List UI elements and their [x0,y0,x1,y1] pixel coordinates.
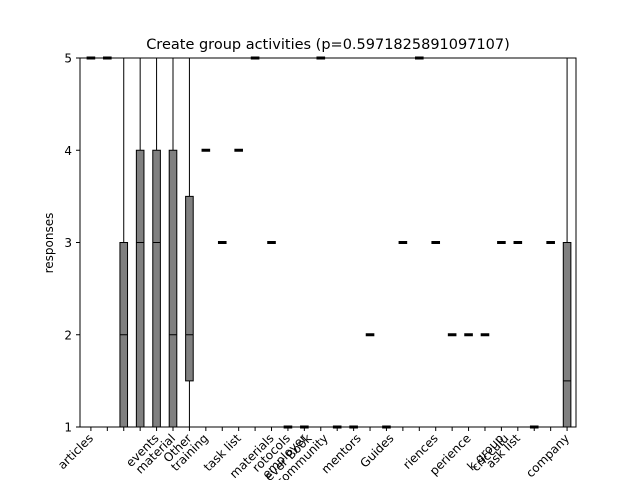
y-tick-label: 1 [64,421,72,435]
box [135,149,145,428]
box [168,149,178,428]
box [152,149,161,428]
plot-frame [79,57,577,428]
y-tick-label: 5 [64,52,72,66]
box [562,242,572,428]
y-tick-label: 2 [64,328,72,342]
y-tick-label: 4 [64,144,72,158]
chart-title: Create group activities (p=0.59718258910… [146,37,510,53]
y-axis-label: responses [42,213,56,274]
box [185,195,194,382]
y-tick-label: 3 [64,236,72,250]
